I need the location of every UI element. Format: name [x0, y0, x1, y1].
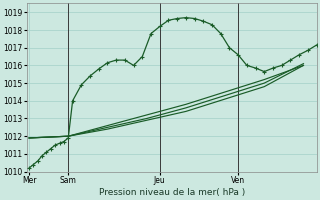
X-axis label: Pression niveau de la mer( hPa ): Pression niveau de la mer( hPa ) — [99, 188, 245, 197]
